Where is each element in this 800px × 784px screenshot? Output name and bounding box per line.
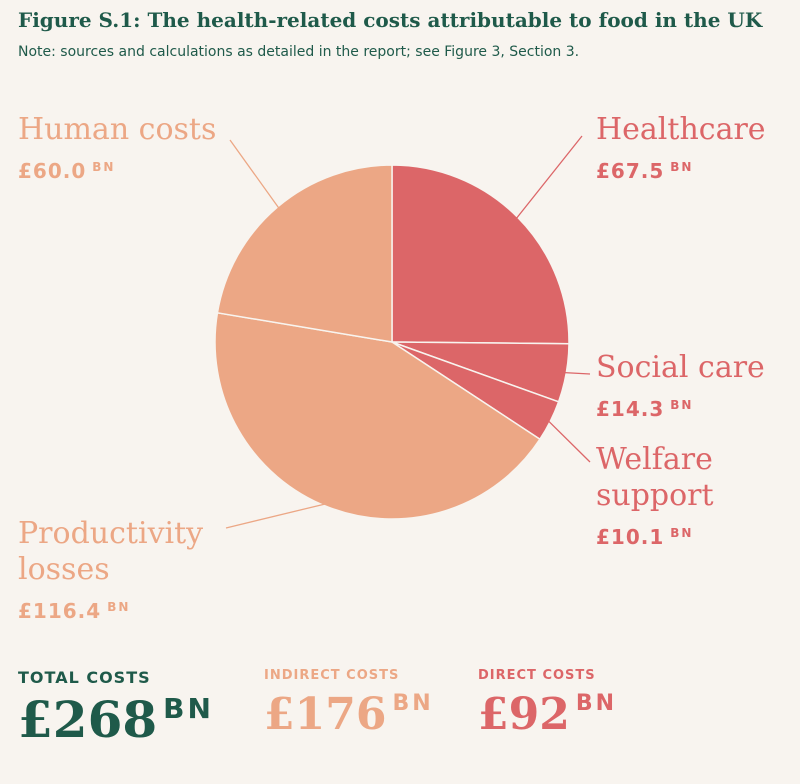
leader-line-healthcare (514, 135, 583, 221)
label-social-care: Social care £14.3 BN (596, 350, 765, 422)
indirect-costs-value: £176 BN (264, 689, 434, 740)
total-costs-value: £268 BN (18, 690, 214, 749)
leader-line-productivity-losses (225, 502, 330, 529)
slice-name-welfare-line2: support (596, 478, 714, 513)
slice-name-productivity-line2: losses (18, 552, 110, 587)
slice-value-healthcare: £67.5 BN (596, 159, 694, 183)
slice-value-welfare-support: £10.1 BN (596, 525, 694, 549)
indirect-costs: INDIRECT COSTS £176 BN (264, 668, 434, 743)
leader-line-welfare-support (546, 418, 591, 463)
label-healthcare: Healthcare £67.5 BN (596, 112, 766, 184)
leader-lines (225, 135, 591, 529)
direct-costs-value: £92 BN (478, 689, 618, 740)
slice-name-social-care: Social care (596, 350, 765, 385)
direct-costs: DIRECT COSTS £92 BN (478, 668, 617, 743)
direct-costs-label: DIRECT COSTS (478, 668, 596, 683)
slice-name-welfare-line1: Welfare (596, 442, 713, 477)
indirect-costs-label: INDIRECT COSTS (264, 668, 400, 683)
slice-name-healthcare: Healthcare (596, 112, 766, 147)
leader-line-social-care (562, 371, 591, 375)
slice-value-productivity-losses: £116.4 BN (18, 599, 131, 623)
slice-value-human-costs: £60.0 BN (18, 159, 116, 183)
leader-line-human-costs (229, 139, 281, 211)
figure-note: Note: sources and calculations as detail… (18, 44, 580, 60)
figure-title: Figure S.1: The health-related costs att… (18, 8, 763, 32)
total-costs-label: TOTAL COSTS (18, 668, 151, 687)
label-productivity-losses: Productivity losses £116.4 BN (18, 516, 203, 624)
slice-value-social-care: £14.3 BN (596, 397, 694, 421)
pie-slice-healthcare (391, 164, 570, 345)
slice-name-productivity-line1: Productivity (18, 516, 204, 551)
slice-name-human-costs: Human costs (18, 112, 217, 147)
pie-slice-productivity-losses (214, 311, 541, 520)
label-welfare-support: Welfare support £10.1 BN (596, 442, 714, 550)
total-costs: TOTAL COSTS £268 BN (18, 668, 214, 751)
pie-slice-human-costs (216, 164, 393, 343)
pie-slices (214, 164, 570, 520)
label-human-costs: Human costs £60.0 BN (18, 112, 216, 184)
